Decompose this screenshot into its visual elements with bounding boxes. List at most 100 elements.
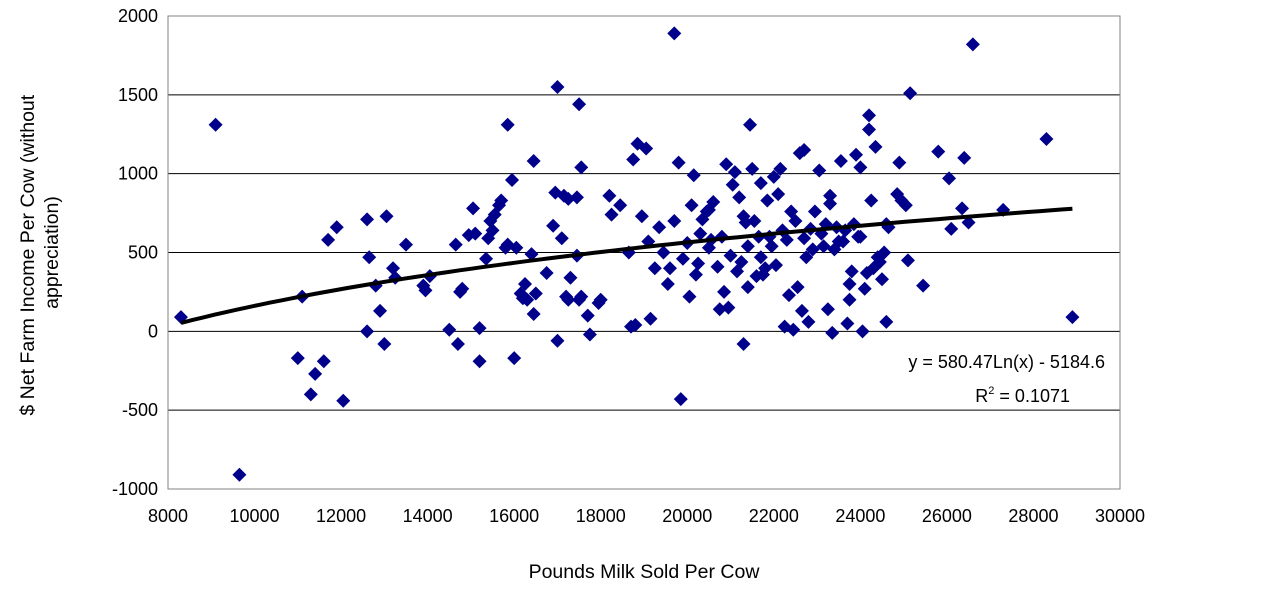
r2-value: = 0.1071 <box>994 386 1070 406</box>
data-point <box>900 253 915 268</box>
data-point <box>853 229 868 244</box>
data-point <box>944 221 959 236</box>
data-point <box>710 259 725 274</box>
data-point <box>788 213 803 228</box>
data-point <box>290 351 305 366</box>
data-point <box>862 108 877 123</box>
x-tick-label: 28000 <box>1008 506 1058 526</box>
data-point <box>518 277 532 292</box>
data-point <box>862 122 877 137</box>
data-point <box>864 193 879 208</box>
data-point <box>399 237 413 252</box>
data-point <box>626 152 641 167</box>
data-point <box>572 97 587 112</box>
data-point <box>1065 310 1080 325</box>
data-point <box>875 272 889 287</box>
data-point <box>455 281 470 296</box>
data-point <box>208 117 223 132</box>
data-point <box>691 256 706 271</box>
r2-prefix: R <box>975 386 988 406</box>
data-point <box>675 251 690 266</box>
data-point <box>753 250 768 265</box>
data-point <box>820 302 835 317</box>
data-point <box>466 201 481 216</box>
data-point <box>373 303 388 318</box>
data-point <box>855 324 870 339</box>
data-point <box>688 267 703 282</box>
x-tick-label: 12000 <box>316 506 366 526</box>
data-point <box>472 321 487 336</box>
data-point <box>652 220 667 235</box>
x-tick-label: 18000 <box>576 506 626 526</box>
data-point <box>898 198 913 213</box>
data-point <box>479 251 494 266</box>
x-tick-label: 26000 <box>922 506 972 526</box>
data-point <box>955 201 970 216</box>
data-point <box>673 392 688 407</box>
data-point <box>842 277 857 292</box>
data-point <box>1039 131 1054 146</box>
data-point <box>682 289 697 304</box>
data-point <box>468 226 483 241</box>
x-tick-label: 14000 <box>403 506 453 526</box>
data-point <box>509 240 524 255</box>
data-point <box>758 261 773 276</box>
data-point <box>526 306 541 321</box>
data-point <box>916 278 931 293</box>
data-point <box>745 161 760 176</box>
data-point <box>931 144 946 159</box>
trendline-r-squared: R2 = 0.1071 <box>975 385 1070 406</box>
data-point <box>844 264 859 279</box>
data-point <box>743 117 758 132</box>
data-point <box>574 289 589 304</box>
data-point <box>472 354 487 369</box>
data-point <box>812 163 827 178</box>
data-point <box>442 322 457 337</box>
data-point <box>723 248 738 263</box>
data-point <box>379 209 394 224</box>
data-point <box>721 300 736 315</box>
data-point <box>879 314 894 329</box>
y-tick-label: 500 <box>128 243 158 263</box>
y-tick-label: 2000 <box>118 6 158 26</box>
data-point <box>561 292 576 307</box>
y-tick-label: -1000 <box>112 479 158 499</box>
x-tick-label: 8000 <box>148 506 188 526</box>
data-point <box>842 292 857 307</box>
data-point <box>520 292 535 307</box>
data-point <box>738 215 753 230</box>
data-point <box>740 239 755 254</box>
data-point <box>561 191 576 206</box>
data-point <box>725 177 740 192</box>
data-point <box>797 143 812 158</box>
data-point <box>602 188 617 203</box>
y-tick-label: -500 <box>122 400 158 420</box>
data-point <box>849 147 864 162</box>
trendline-equation: y = 580.47Ln(x) - 5184.6 <box>908 352 1105 372</box>
data-point <box>760 193 775 208</box>
data-point <box>316 354 331 369</box>
data-point <box>539 265 554 280</box>
data-point <box>604 207 619 222</box>
data-point <box>582 327 597 342</box>
data-point <box>362 250 377 265</box>
data-point <box>857 281 872 296</box>
x-axis-tick-labels: 8000 10000 12000 14000 16000 18000 20000 22000 2… <box>148 506 1145 526</box>
data-point <box>628 318 643 333</box>
data-point <box>660 277 675 292</box>
data-point <box>961 215 976 230</box>
x-tick-label: 24000 <box>835 506 885 526</box>
y-tick-label: 1500 <box>118 85 158 105</box>
data-point <box>303 387 318 402</box>
data-point <box>892 155 907 170</box>
data-point <box>336 393 351 408</box>
data-point <box>836 234 851 249</box>
data-point <box>448 237 463 252</box>
data-point <box>781 288 796 303</box>
x-axis-title: Pounds Milk Sold Per Cow <box>529 561 761 583</box>
data-point <box>740 280 755 295</box>
data-point <box>771 187 786 202</box>
data-point <box>634 209 649 224</box>
data-point <box>526 154 541 169</box>
